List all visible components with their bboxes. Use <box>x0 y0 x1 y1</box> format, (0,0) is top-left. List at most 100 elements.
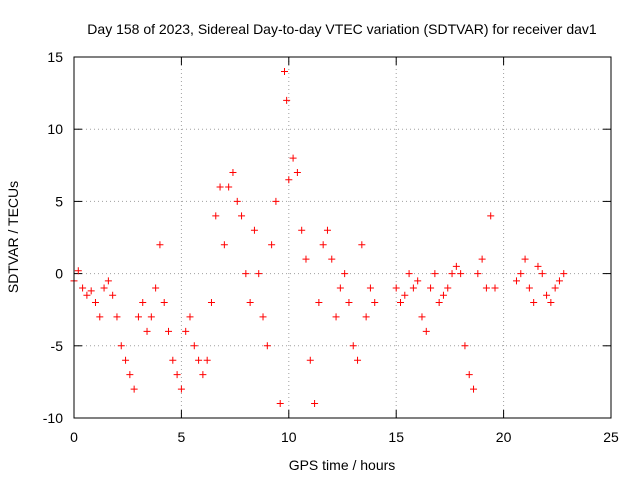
data-point <box>156 241 164 249</box>
data-point <box>207 298 215 306</box>
data-point <box>122 356 130 364</box>
data-point <box>250 226 258 234</box>
data-point <box>431 270 439 278</box>
data-point <box>298 226 306 234</box>
data-point <box>216 183 224 191</box>
data-point <box>238 212 246 220</box>
x-tick-label: 0 <box>70 429 78 445</box>
data-point <box>302 255 310 263</box>
data-point <box>246 298 254 306</box>
data-point <box>319 241 327 249</box>
data-point <box>104 277 112 285</box>
data-point <box>543 291 551 299</box>
data-point <box>401 291 409 299</box>
data-point <box>147 313 155 321</box>
data-point <box>332 313 340 321</box>
data-point <box>311 400 319 408</box>
x-tick-label: 10 <box>281 429 297 445</box>
data-point <box>555 277 563 285</box>
x-tick-label: 5 <box>178 429 186 445</box>
data-point <box>83 291 91 299</box>
plot-frame <box>73 56 612 419</box>
data-point <box>323 226 331 234</box>
data-point <box>74 267 82 275</box>
data-point <box>315 298 323 306</box>
data-point <box>405 270 413 278</box>
data-series <box>70 67 568 408</box>
y-tick-label: -10 <box>43 410 63 426</box>
data-point <box>328 255 336 263</box>
data-point <box>418 313 426 321</box>
data-point <box>87 287 95 295</box>
y-tick-label: 15 <box>47 49 63 65</box>
data-point <box>203 356 211 364</box>
data-point <box>452 262 460 270</box>
data-point <box>349 342 357 350</box>
data-point <box>259 313 267 321</box>
data-point <box>534 262 542 270</box>
data-point <box>457 270 465 278</box>
y-axis-label: SDTVAR / TECUs <box>5 181 21 293</box>
x-tick-labels: 0 5 10 15 20 25 <box>70 429 619 445</box>
data-point <box>177 385 185 393</box>
data-point <box>233 197 241 205</box>
data-point <box>182 327 190 335</box>
y-tick-labels: -10 -5 0 5 10 15 <box>43 49 63 426</box>
chart-title: Day 158 of 2023, Sidereal Day-to-day VTE… <box>87 21 597 37</box>
data-point <box>283 96 291 104</box>
data-point <box>79 284 87 292</box>
data-point <box>229 169 237 177</box>
data-point <box>255 270 263 278</box>
data-point <box>517 270 525 278</box>
data-point <box>371 298 379 306</box>
data-point <box>512 277 520 285</box>
data-point <box>268 241 276 249</box>
x-axis-label: GPS time / hours <box>289 457 396 473</box>
data-point <box>272 197 280 205</box>
data-point <box>354 356 362 364</box>
data-point <box>117 342 125 350</box>
data-point <box>560 270 568 278</box>
data-point <box>491 284 499 292</box>
data-point <box>422 327 430 335</box>
data-point <box>96 313 104 321</box>
data-point <box>538 270 546 278</box>
data-point <box>293 169 301 177</box>
x-tick-label: 25 <box>603 429 619 445</box>
data-point <box>276 400 284 408</box>
data-point <box>306 356 314 364</box>
y-tick-label: -5 <box>51 338 64 354</box>
x-tick-label: 20 <box>496 429 512 445</box>
data-point <box>427 284 435 292</box>
data-point <box>341 270 349 278</box>
data-point <box>126 371 134 379</box>
data-point <box>336 284 344 292</box>
data-point <box>482 284 490 292</box>
data-point <box>139 298 147 306</box>
data-point <box>392 284 400 292</box>
data-point <box>362 313 370 321</box>
data-point <box>435 298 443 306</box>
data-point <box>220 241 228 249</box>
data-point <box>530 298 538 306</box>
data-point <box>195 356 203 364</box>
data-point <box>358 241 366 249</box>
data-point <box>521 255 529 263</box>
data-point <box>190 342 198 350</box>
data-point <box>470 385 478 393</box>
data-point <box>285 176 293 184</box>
data-point <box>100 284 108 292</box>
y-tick-label: 10 <box>47 121 63 137</box>
data-point <box>113 313 121 321</box>
data-point <box>173 371 181 379</box>
data-point <box>225 183 233 191</box>
data-point <box>143 327 151 335</box>
data-point <box>366 284 374 292</box>
data-point <box>186 313 194 321</box>
data-point <box>478 255 486 263</box>
data-point <box>130 385 138 393</box>
data-point <box>448 270 456 278</box>
data-point <box>345 298 353 306</box>
data-point <box>547 298 555 306</box>
